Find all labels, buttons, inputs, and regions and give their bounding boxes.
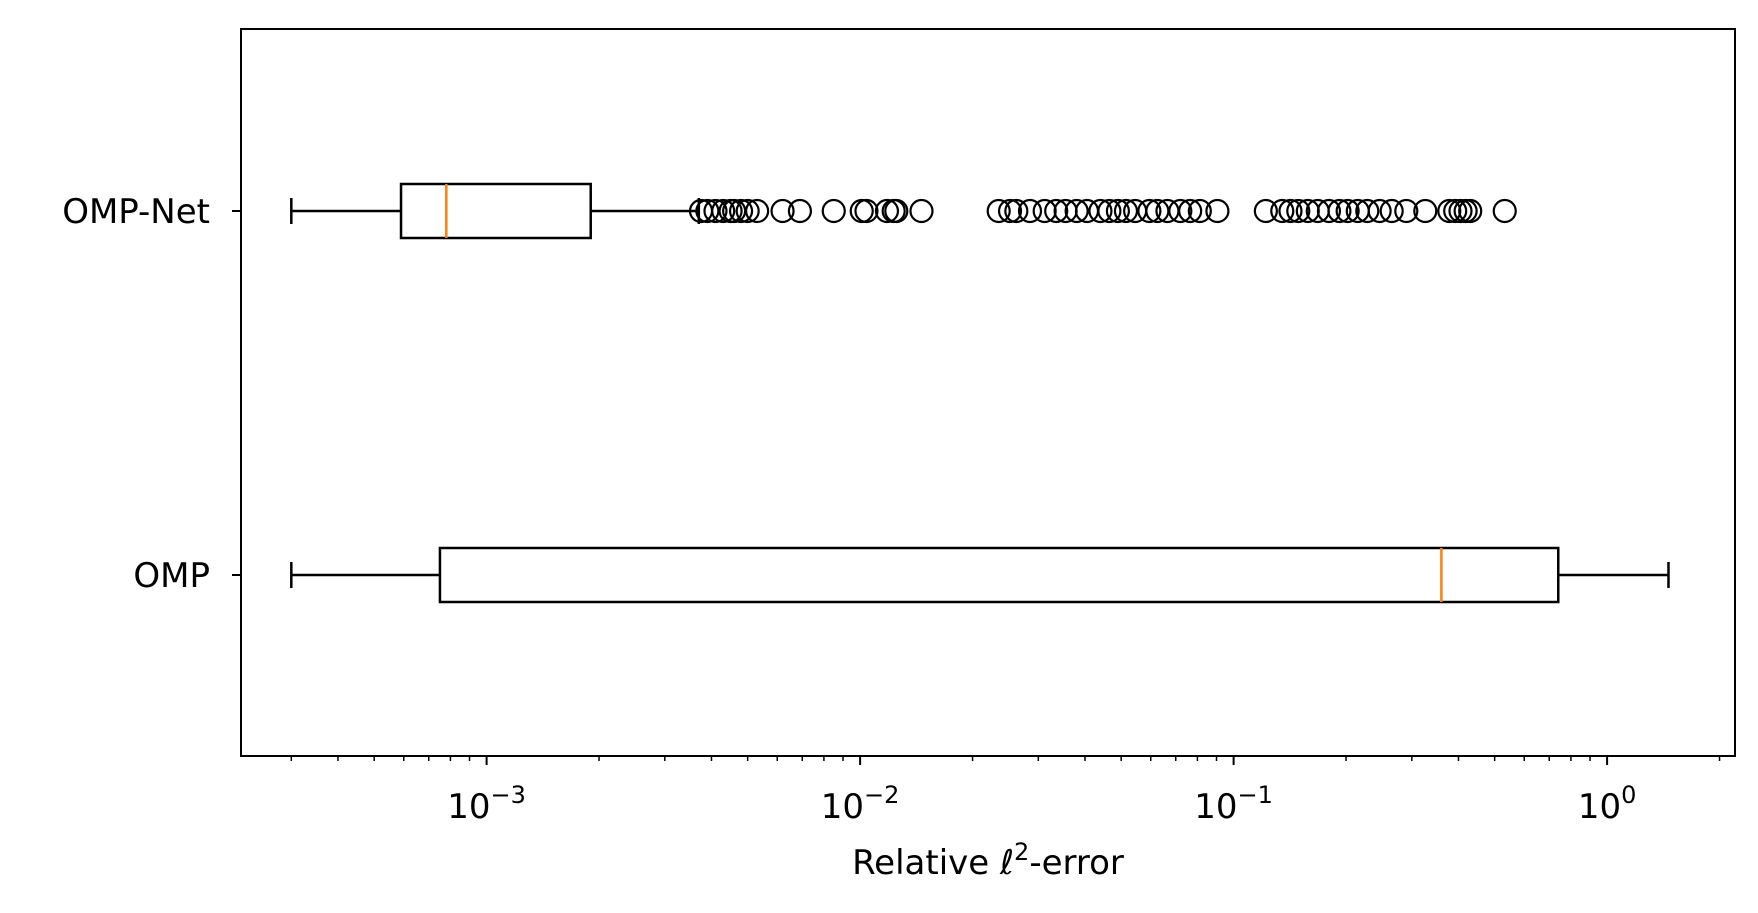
outlier-point bbox=[1367, 198, 1392, 224]
outlier-point bbox=[1178, 198, 1203, 224]
outlier-point bbox=[1097, 198, 1122, 224]
x-tick-label: 10−1 bbox=[1194, 781, 1273, 827]
x-tick-label: 10−2 bbox=[821, 781, 900, 827]
outlier-point bbox=[1004, 198, 1029, 224]
outlier-point bbox=[874, 198, 900, 224]
x-tick-base: 10 bbox=[1578, 787, 1621, 827]
outlier-point bbox=[1379, 198, 1404, 224]
plot-area bbox=[240, 28, 1736, 757]
outlier-point bbox=[787, 198, 813, 224]
outlier-point bbox=[1253, 198, 1278, 224]
outlier-point bbox=[1064, 198, 1089, 224]
outlier-point bbox=[1355, 198, 1380, 224]
x-tick-base: 10 bbox=[447, 787, 490, 827]
outlier-point bbox=[1394, 198, 1419, 224]
outlier-point bbox=[703, 198, 728, 224]
x-ticks: 10−3 10−2 10−1 100 bbox=[290, 756, 1721, 827]
outlier-point bbox=[1105, 198, 1130, 224]
outlier-point bbox=[1335, 198, 1360, 224]
outlier-point bbox=[997, 198, 1023, 224]
boxes bbox=[290, 182, 1670, 604]
outlier-point bbox=[745, 198, 770, 224]
x-tick-label: 100 bbox=[1578, 781, 1637, 827]
x-tick-exponent: −1 bbox=[1238, 781, 1273, 809]
outlier-point bbox=[821, 198, 846, 224]
outlier-point bbox=[1327, 198, 1352, 224]
outlier-point bbox=[711, 198, 736, 224]
outlier-point bbox=[1187, 198, 1212, 224]
outlier-point bbox=[884, 198, 909, 224]
x-tick-label: 10−3 bbox=[447, 781, 526, 827]
outlier-point bbox=[1113, 198, 1139, 224]
iqr-box bbox=[399, 182, 592, 240]
outlier-point bbox=[735, 198, 760, 224]
category-label: OMP-Net bbox=[62, 192, 210, 232]
outlier-point bbox=[1458, 198, 1483, 224]
x-tick-exponent: −2 bbox=[864, 781, 899, 809]
x-tick-base: 10 bbox=[1194, 787, 1237, 827]
outlier-point bbox=[770, 198, 795, 224]
outlier-point bbox=[1088, 198, 1113, 224]
outlier-point bbox=[1278, 198, 1303, 224]
outlier-point bbox=[1044, 198, 1069, 224]
category-labels: OMP-Net OMP bbox=[62, 192, 241, 596]
iqr-box bbox=[438, 546, 1560, 604]
outlier-point bbox=[1413, 198, 1438, 224]
outlier-point bbox=[854, 198, 879, 224]
outlier-point bbox=[1168, 198, 1193, 224]
outlier-point bbox=[1270, 198, 1295, 224]
outlier-point bbox=[1205, 198, 1230, 224]
outlier-point bbox=[1448, 198, 1473, 224]
outlier-point bbox=[1316, 198, 1342, 224]
x-tick-base: 10 bbox=[821, 787, 864, 827]
outlier-point bbox=[986, 198, 1011, 224]
x-tick-exponent: −3 bbox=[491, 781, 526, 809]
outlier-point bbox=[1286, 198, 1311, 224]
outlier-point bbox=[1017, 198, 1043, 224]
outlier-point bbox=[909, 198, 934, 224]
x-tick-exponent: 0 bbox=[1621, 781, 1636, 809]
outlier-point bbox=[1492, 198, 1517, 224]
outlier-point bbox=[1443, 198, 1468, 224]
outlier-point bbox=[695, 198, 720, 224]
x-axis-label: Relative ℓ2-error bbox=[852, 838, 1124, 883]
outlier-point bbox=[1137, 198, 1162, 224]
category-label: OMP bbox=[133, 556, 210, 596]
outlier-point bbox=[728, 198, 754, 224]
